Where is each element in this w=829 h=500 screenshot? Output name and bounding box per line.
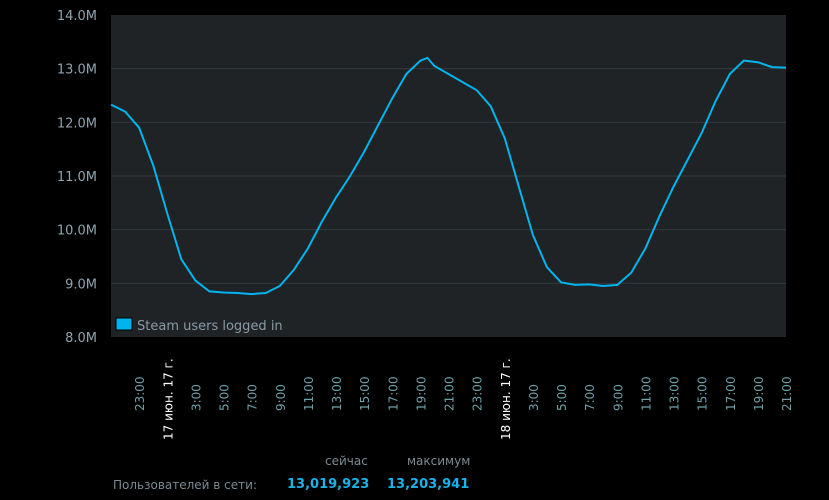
x-tick-label: 15:00 xyxy=(358,376,372,411)
max-value: 13,203,941 xyxy=(387,477,470,492)
steam-users-chart: 8.0M 9.0M 10.0M 11.0M 12.0M 13.0M 14.0M 23:00 1… xyxy=(57,9,794,440)
legend-swatch xyxy=(115,317,133,331)
x-tick-label: 7:00 xyxy=(583,384,597,411)
x-tick-label: 21:00 xyxy=(443,376,457,411)
x-tick-label: 5:00 xyxy=(555,384,569,411)
users-online-label: Пользователей в сети: xyxy=(113,478,257,492)
y-tick-label: 8.0M xyxy=(65,331,97,346)
max-header: максимум xyxy=(407,454,471,468)
y-tick-label: 14.0M xyxy=(57,9,97,24)
y-tick-label: 12.0M xyxy=(57,116,97,131)
x-tick-label: 19:00 xyxy=(414,376,428,411)
now-value: 13,019,923 xyxy=(287,477,370,492)
y-tick-label: 9.0M xyxy=(65,277,97,292)
series-line-steam-users xyxy=(110,56,787,296)
x-tick-label: 11:00 xyxy=(639,376,653,411)
x-tick-label: 21:00 xyxy=(780,376,794,411)
x-date-label: 18 июн. 17 г. xyxy=(499,358,513,440)
y-tick-label: 11.0M xyxy=(57,170,97,185)
now-header: сейчас xyxy=(325,454,368,468)
x-tick-label: 19:00 xyxy=(752,376,766,411)
x-tick-label: 11:00 xyxy=(302,376,316,411)
x-tick-label: 5:00 xyxy=(218,384,232,411)
x-tick-label: 13:00 xyxy=(668,376,682,411)
x-tick-label: 23:00 xyxy=(471,376,485,411)
x-tick-label: 17:00 xyxy=(386,376,400,411)
x-tick-label: 9:00 xyxy=(274,384,288,411)
x-tick-label: 17:00 xyxy=(724,376,738,411)
x-tick-label: 7:00 xyxy=(246,384,260,411)
x-tick-label: 3:00 xyxy=(527,384,541,411)
x-tick-label: 23:00 xyxy=(133,376,147,411)
y-tick-label: 10.0M xyxy=(57,224,97,239)
x-tick-label: 13:00 xyxy=(330,376,344,411)
y-tick-label: 13.0M xyxy=(57,63,97,78)
x-tick-label: 9:00 xyxy=(611,384,625,411)
legend-label: Steam users logged in xyxy=(137,319,283,334)
x-tick-label: 3:00 xyxy=(189,384,203,411)
x-tick-label: 15:00 xyxy=(696,376,710,411)
x-date-label: 17 июн. 17 г. xyxy=(161,358,175,440)
